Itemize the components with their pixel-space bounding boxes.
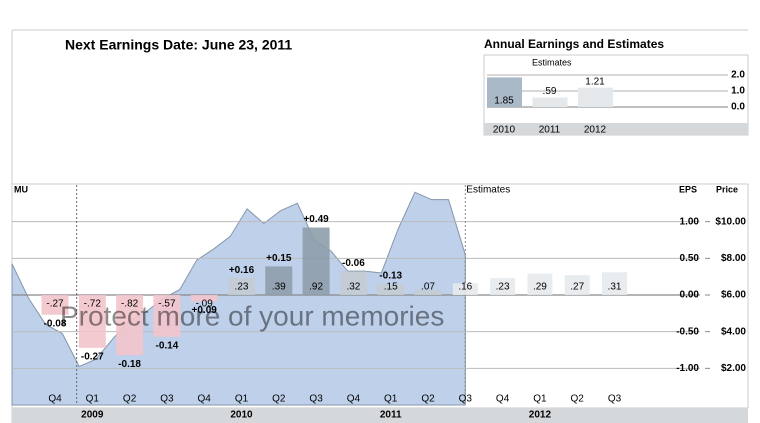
eps-value-label: -.72: [84, 299, 102, 310]
mini-tick-label: 0.0: [731, 102, 745, 113]
mini-bar: [487, 77, 522, 107]
eps-value-label: .31: [608, 282, 622, 293]
eps-tick-label: 0.00: [680, 290, 700, 301]
quarter-label: Q2: [123, 394, 137, 405]
eps-bar: [41, 295, 69, 315]
eps-bar: [302, 227, 330, 295]
eps-bar: [228, 278, 255, 295]
quarter-label: Q3: [459, 394, 473, 405]
mini-frame: [483, 54, 749, 136]
quarter-label: Q2: [272, 394, 286, 405]
year-label: 2009: [81, 410, 104, 421]
mini-category: 2012: [584, 125, 607, 136]
quarter-label: Q3: [608, 394, 622, 405]
surprise-label: -0.13: [379, 271, 402, 282]
eps-bar: [339, 271, 367, 295]
eps-tick-label: -0.50: [676, 326, 699, 337]
eps-value-label: .07: [421, 282, 435, 293]
surprise-label: -0.06: [342, 258, 365, 269]
surprise-label: -0.18: [118, 359, 141, 370]
eps-tick-label: 0.50: [680, 253, 700, 264]
surprise-label: +0.09: [192, 305, 218, 316]
mini-bar: [532, 97, 568, 107]
price-tick-label: $6.00: [721, 290, 746, 301]
eps-value-label: .27: [570, 282, 584, 293]
mini-year-strip: [484, 123, 748, 135]
year-label: 2011: [380, 410, 402, 421]
price-tick-label: $10.00: [715, 216, 746, 227]
eps-value-label: .92: [309, 282, 323, 293]
eps-bar: [265, 266, 293, 295]
year-strip: [12, 408, 748, 423]
eps-value-label: .16: [458, 282, 472, 293]
eps-bar: [414, 289, 442, 295]
quarter-label: Q4: [198, 394, 212, 405]
price-tick-label: $4.00: [721, 326, 746, 337]
quarter-label: Q4: [347, 394, 361, 405]
earnings-date: Next Earnings Date: June 23, 2011: [65, 37, 292, 53]
ticker: MU: [14, 184, 28, 194]
quarter-label: Q3: [160, 394, 174, 405]
watermark: Protect more of your memories: [60, 300, 444, 331]
mini-title: Annual Earnings and Estimates: [484, 37, 664, 51]
quarter-label: Q4: [496, 394, 510, 405]
price-label: Price: [716, 184, 738, 194]
eps-tick-label: -1.00: [676, 363, 699, 374]
mini-value-label: .59: [543, 86, 557, 97]
eps-value-label: .29: [533, 282, 547, 293]
eps-bar: [190, 295, 218, 302]
eps-bar: [377, 284, 405, 295]
mini-bar: [578, 87, 613, 107]
estimates-label: Estimates: [466, 185, 510, 196]
eps-value-label: .23: [496, 282, 510, 293]
eps-value-label: -.57: [158, 299, 176, 310]
eps-label: EPS: [679, 184, 697, 194]
estimate-bar: [564, 275, 590, 295]
estimate-bar: [602, 272, 627, 295]
quarter-label: Q2: [421, 394, 435, 405]
eps-value-label: -.27: [46, 299, 64, 310]
surprise-label: +0.15: [266, 253, 292, 264]
mini-category: 2010: [493, 125, 516, 136]
eps-value-label: -.82: [121, 299, 139, 310]
mini-tick-label: 2.0: [731, 70, 745, 81]
surprise-label: -0.27: [81, 351, 104, 362]
quarter-label: Q4: [48, 394, 62, 405]
mini-tick-label: 1.0: [731, 86, 745, 97]
surprise-label: -0.08: [44, 318, 67, 329]
eps-bar: [78, 295, 106, 348]
eps-value-label: -.09: [196, 299, 214, 310]
mini-annotation: Estimates: [532, 57, 572, 67]
eps-bar: [116, 295, 144, 356]
quarter-label: Q3: [309, 394, 323, 405]
mini-value-label: 1.21: [585, 76, 605, 87]
quarter-label: Q2: [571, 394, 585, 405]
eps-value-label: .15: [384, 282, 398, 293]
mini-category: 2011: [539, 125, 561, 136]
year-label: 2010: [230, 410, 253, 421]
quarter-label: Q1: [533, 394, 547, 405]
eps-tick-label: 1.00: [680, 216, 700, 227]
mini-value-label: 1.85: [494, 96, 514, 107]
estimate-bar: [527, 273, 553, 295]
estimate-bar: [490, 278, 516, 295]
price-tick-label: $8.00: [721, 253, 746, 264]
surprise-label: +0.16: [229, 265, 255, 276]
surprise-label: +0.49: [303, 214, 329, 225]
quarter-label: Q1: [235, 394, 249, 405]
price-tick-label: $2.00: [721, 363, 746, 374]
eps-value-label: .39: [272, 282, 286, 293]
eps-bar: [153, 295, 181, 337]
quarter-label: Q1: [86, 394, 100, 405]
year-label: 2012: [529, 410, 552, 421]
quarter-label: Q1: [384, 394, 398, 405]
eps-value-label: .32: [346, 282, 360, 293]
surprise-label: -0.14: [156, 340, 179, 351]
eps-value-label: .23: [235, 282, 249, 293]
estimate-bar: [452, 283, 478, 295]
